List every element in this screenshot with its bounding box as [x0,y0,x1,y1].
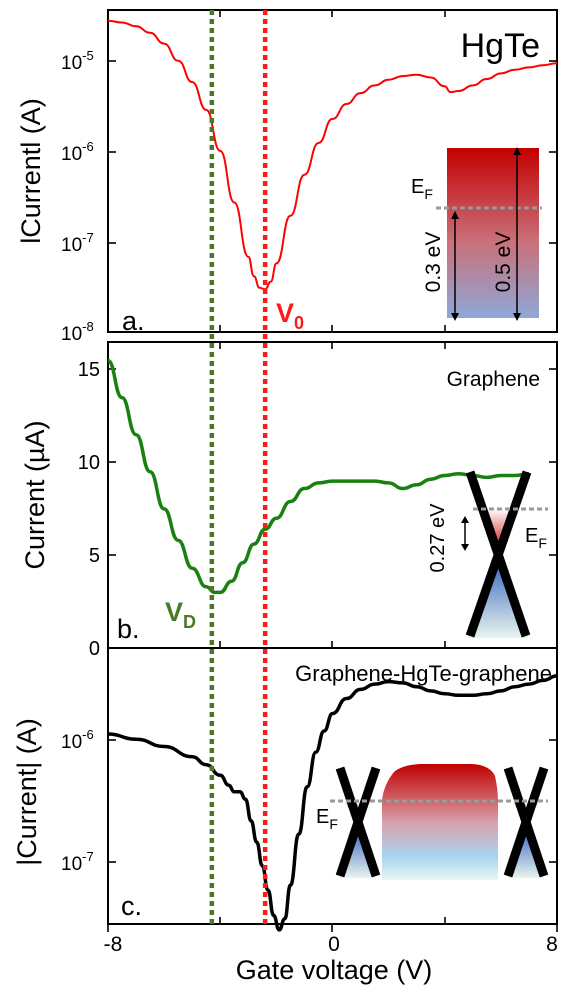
arrowhead-0.27ev-top [461,516,469,523]
panel-b-letter: b. [117,614,140,644]
heterostructure-inset: EF [316,764,549,880]
panel-b-title: Graphene [447,368,540,391]
right-cone-lower-fill [508,822,544,878]
series-line-graphene [107,358,529,595]
hgte-band-inset: EF 0.3 eV 0.5 eV [411,147,542,321]
graphene-cone-inset: 0.27 eV EF [427,470,548,638]
inset-c-ef-label: EF [316,806,338,832]
right-cone-line-b [503,766,549,878]
inset-b-gap: 0.27 eV [427,503,449,573]
x-tick-label-0: 0 [328,933,340,956]
left-cone-line-b [335,766,381,878]
cone-line-right [465,470,532,638]
hgte-band-gradient [447,148,539,318]
panel-c-title: Graphene-HgTe-graphene [295,661,552,686]
arrowhead-0.5ev-bottom [513,313,521,321]
series-line-hgte [107,19,558,291]
series-line-graphene-hgte-graphene [107,674,558,932]
tick-label-10: 10 [78,452,100,474]
panel-a-tick-labels: 10-5 10-6 10-7 10-8 [61,48,94,345]
tick-label-5: 5 [89,545,100,567]
hgte-barrier-band [382,764,498,880]
panel-c-ticks [107,739,558,932]
arrowhead-0.5ev-top [513,147,521,155]
x-tick-label-neg8: -8 [104,933,123,956]
arrowhead-0.27ev-bottom [461,544,469,551]
panel-b-tick-labels: 15 10 5 0 [78,359,100,660]
tick-label-1e-5: 10-5 [61,48,94,74]
tick-label-15: 15 [78,359,100,381]
arrowhead-0.3ev-bottom [451,313,459,321]
tick-label-0: 0 [89,638,100,660]
panel-a-ticks [108,10,557,333]
cone-lower-fill [468,548,528,638]
vd-label: VD [165,597,196,632]
inset-b-ef-label: EF [525,525,547,551]
tick-label-1e-8: 10-8 [61,319,94,345]
x-tick-label-8: 8 [546,933,558,956]
x-axis-label: Gate voltage (V) [236,955,433,985]
inset-a-gap-0.3: 0.3 eV [422,232,445,293]
panel-a-title: HgTe [461,27,540,65]
panel-c-tick-labels: 10-6 10-7 [61,727,94,875]
inset-a-ef-label: EF [411,176,433,202]
panel-b-ylabel: Current (µA) [20,420,50,569]
x-tick-labels: -8 0 8 [104,933,558,956]
arrowhead-0.3ev-top [451,211,459,219]
inset-a-gap-0.5: 0.5 eV [492,232,515,293]
panel-c-ylabel: |Current| (A) [12,718,42,866]
tick-label-c-1e-6: 10-6 [61,727,94,753]
tick-label-c-1e-7: 10-7 [61,849,94,875]
v0-label: V0 [276,298,304,333]
tick-label-1e-6: 10-6 [61,139,94,165]
panel-a-ylabel: lCurrentl (A) [16,98,46,244]
panel-a-letter: a. [122,306,145,336]
tick-label-1e-7: 10-7 [61,230,94,256]
panel-c-letter: c. [121,891,142,921]
